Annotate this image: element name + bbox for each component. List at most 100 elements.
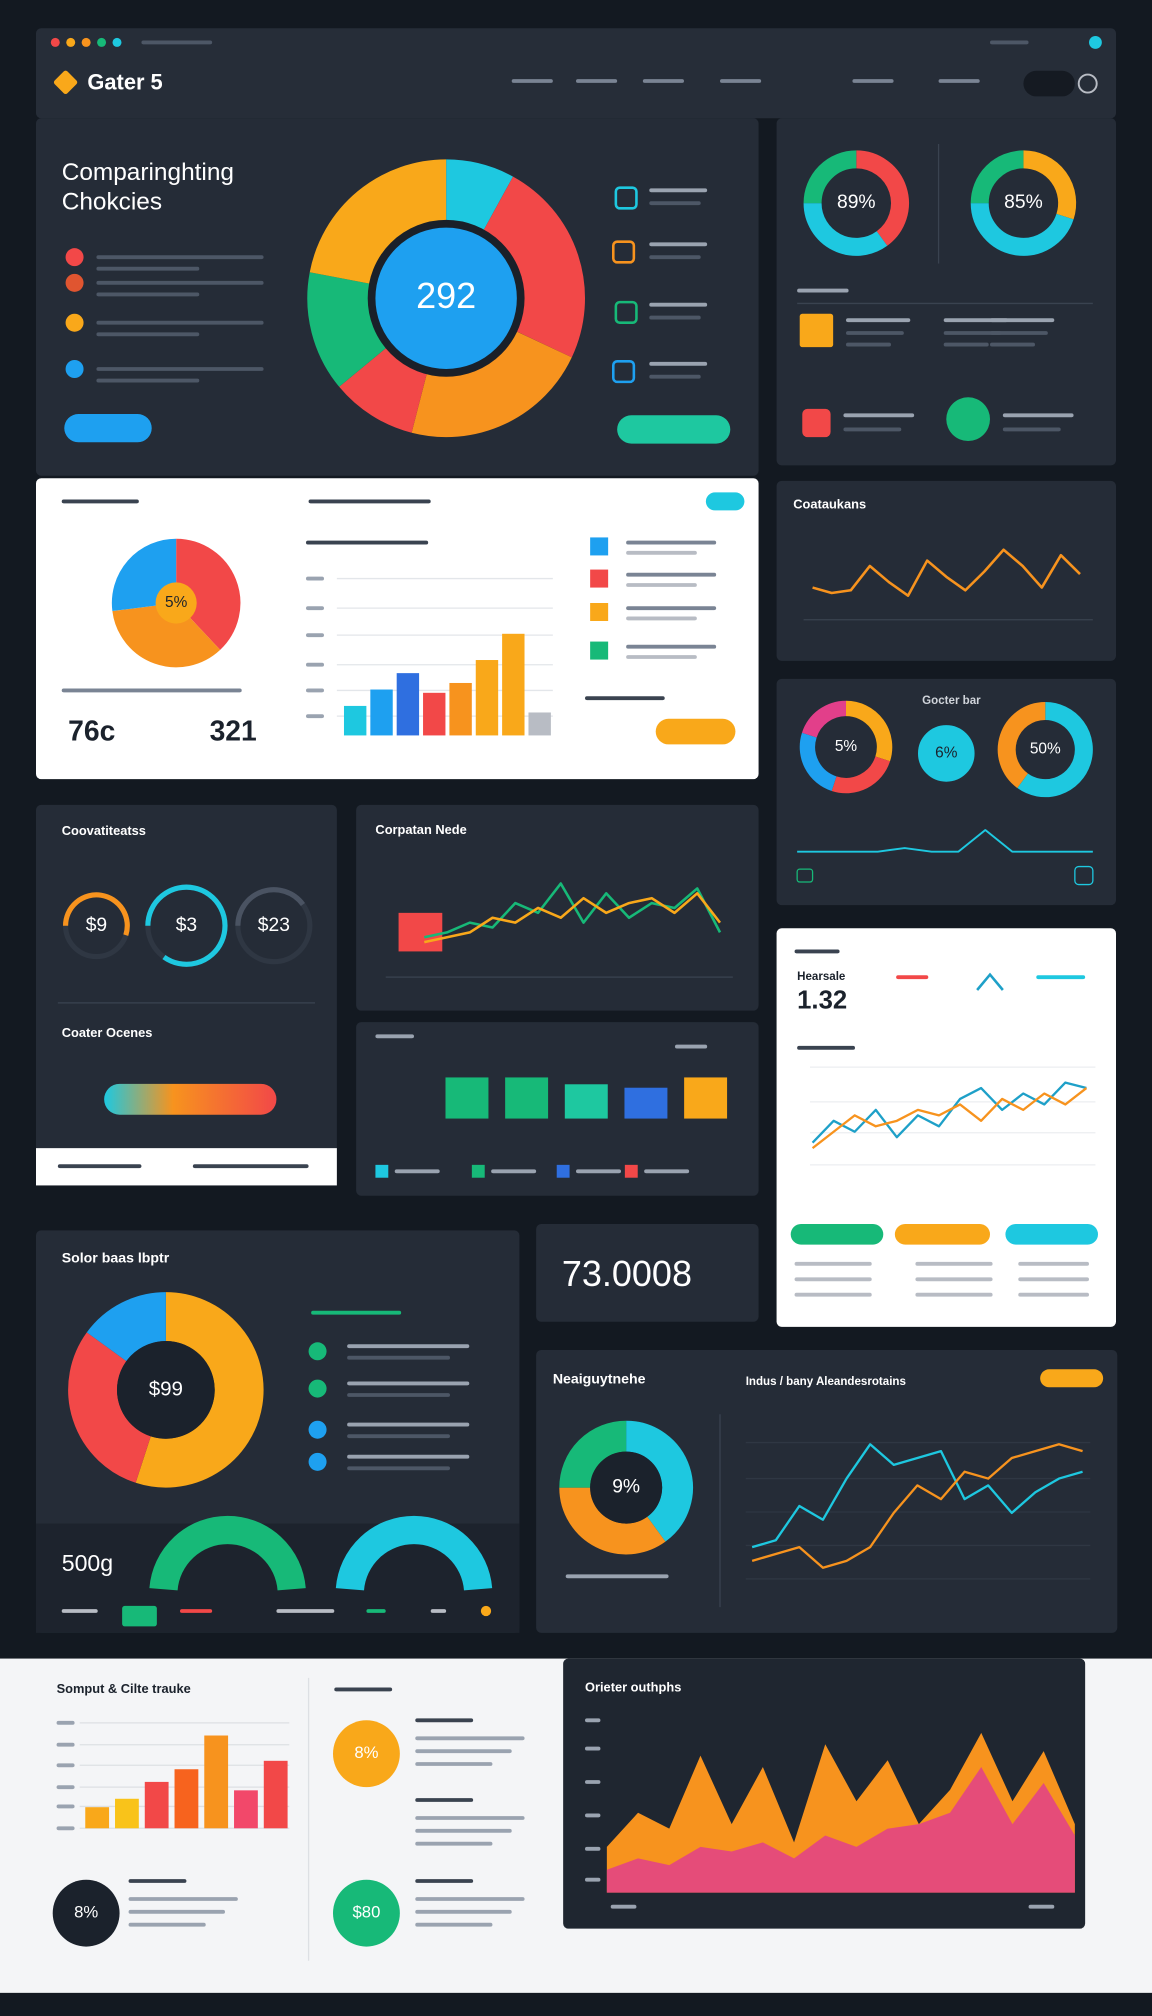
- donut-label: 5%: [835, 738, 858, 755]
- donut-segment: [803, 202, 888, 256]
- placeholder-text: [415, 1816, 525, 1820]
- placeholder-text: [511, 79, 553, 83]
- button[interactable]: [705, 492, 745, 511]
- panel: [776, 678, 1116, 906]
- title: Orieter outhphs: [585, 1680, 681, 1695]
- gauge-label: $9: [86, 915, 107, 936]
- placeholder-text: [311, 1310, 402, 1315]
- bar: [263, 1760, 288, 1829]
- placeholder-text: [128, 1922, 206, 1927]
- title: Neaiguytnehe: [553, 1370, 646, 1386]
- donut-segment: [307, 272, 392, 387]
- line-series: [751, 1443, 1083, 1569]
- bar: [115, 1798, 139, 1829]
- placeholder-text: [415, 1922, 493, 1927]
- gauge-arc: [145, 884, 228, 967]
- donut-label: 6%: [935, 745, 958, 762]
- placeholder-text: [347, 1454, 470, 1459]
- legend-swatch: [590, 537, 609, 556]
- bar: [204, 1735, 229, 1829]
- placeholder-text: [585, 1846, 601, 1851]
- placeholder-text: [56, 1826, 75, 1831]
- icon: [612, 240, 636, 264]
- placeholder-text: [797, 288, 849, 293]
- placeholder-text: [585, 1877, 601, 1882]
- panel: [776, 480, 1116, 661]
- placeholder-text: [649, 255, 701, 260]
- button[interactable]: [655, 718, 736, 745]
- donut-center: [117, 1341, 215, 1439]
- donut-label: 292: [416, 275, 476, 316]
- legend-swatch: [624, 1164, 638, 1178]
- donut-segment: [803, 150, 857, 204]
- button[interactable]: [790, 1224, 884, 1245]
- button[interactable]: [894, 1224, 990, 1245]
- panel: [36, 804, 337, 1186]
- icon[interactable]: [1074, 865, 1094, 886]
- placeholder-text: [1018, 1292, 1089, 1297]
- placeholder-text: [649, 315, 701, 320]
- icon: [802, 408, 831, 438]
- bar: [423, 692, 446, 736]
- button[interactable]: [1040, 1369, 1104, 1388]
- donut-label: $99: [149, 1377, 183, 1400]
- placeholder-text: [180, 1609, 213, 1613]
- placeholder-text: [375, 1034, 414, 1039]
- placeholder-text: [626, 606, 717, 611]
- placeholder-text: [415, 1718, 474, 1723]
- title: Somput & Cilte trauke: [57, 1681, 191, 1696]
- window-dot: [81, 37, 91, 47]
- placeholder-text: [96, 320, 264, 325]
- stat-circle: [52, 1879, 120, 1947]
- button[interactable]: [1023, 70, 1075, 97]
- placeholder-text: [306, 662, 324, 667]
- bar: [502, 633, 525, 736]
- placeholder-text: [96, 332, 200, 337]
- placeholder-text: [491, 1169, 537, 1174]
- icon: [614, 186, 638, 210]
- placeholder-text: [1002, 427, 1061, 432]
- placeholder-text: [415, 1841, 493, 1846]
- button[interactable]: [104, 1083, 277, 1115]
- placeholder-text: [626, 572, 717, 577]
- placeholder-text: [128, 1879, 187, 1883]
- button[interactable]: [1005, 1224, 1098, 1245]
- placeholder-text: [990, 342, 1035, 347]
- donut-center: [155, 582, 197, 624]
- button[interactable]: [617, 415, 731, 444]
- legend-dot: [65, 360, 84, 378]
- title: Coater Ocenes: [62, 1025, 153, 1040]
- placeholder-text: [626, 644, 717, 649]
- stat: 73.0008: [562, 1253, 692, 1294]
- placeholder-text: [347, 1381, 470, 1386]
- gauge-arc: [63, 892, 130, 936]
- placeholder-text: [915, 1261, 993, 1266]
- placeholder-text: [347, 1422, 470, 1427]
- legend-dot: [308, 1420, 327, 1439]
- window-dot: [50, 37, 60, 47]
- placeholder-text: [626, 540, 717, 545]
- donut-segment: [444, 159, 514, 236]
- placeholder-text: [896, 975, 929, 980]
- legend-swatch: [471, 1164, 485, 1178]
- legend-dot: [308, 1379, 327, 1398]
- settings-icon[interactable]: [1077, 73, 1098, 94]
- placeholder-text: [415, 1798, 474, 1802]
- title: Coovatiteatss: [62, 823, 146, 838]
- placeholder-text: [794, 1277, 872, 1282]
- stat-circle: [333, 1720, 400, 1788]
- icon: [796, 868, 814, 883]
- bar: [343, 705, 367, 736]
- title: Corpatan Nede: [375, 822, 466, 837]
- placeholder-text: [585, 1780, 601, 1784]
- placeholder-text: [347, 1393, 450, 1397]
- title: Indus / bany Aleandesrotains: [746, 1376, 906, 1388]
- circle-label: 8%: [74, 1903, 98, 1922]
- legend-dot: [65, 273, 84, 292]
- placeholder-text: [415, 1828, 512, 1833]
- panel: [536, 1350, 1118, 1633]
- logo: [53, 70, 78, 94]
- button[interactable]: [64, 414, 152, 443]
- line-series: [424, 882, 722, 939]
- placeholder-text: [610, 1904, 637, 1909]
